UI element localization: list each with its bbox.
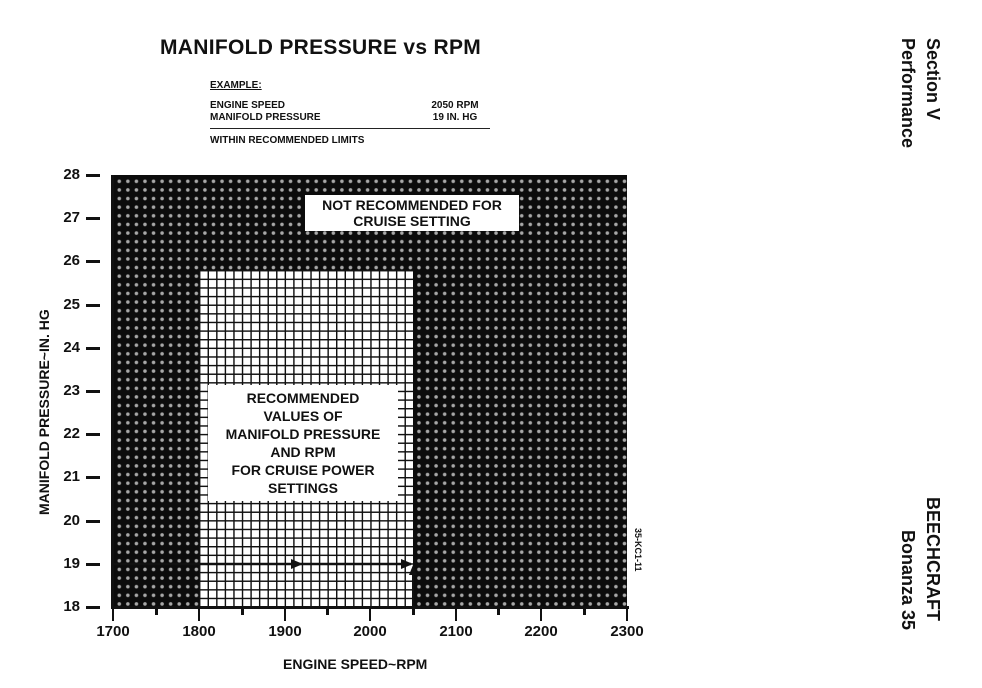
recommended-line: VALUES OF xyxy=(263,408,343,424)
arrow-right-icon xyxy=(401,559,413,569)
y-tick: 28 xyxy=(0,165,100,185)
plot-area: NOT RECOMMENDED FOR CRUISE SETTING RECOM… xyxy=(113,175,627,607)
recommended-line: SETTINGS xyxy=(267,480,338,496)
chart-title: MANIFOLD PRESSURE vs RPM xyxy=(160,36,482,59)
section-name-label: Performance xyxy=(898,38,918,149)
x-tick: 2000 xyxy=(340,607,400,640)
y-axis-line xyxy=(111,175,114,609)
not-recommended-label: NOT RECOMMENDED FOR CRUISE SETTING xyxy=(305,195,519,231)
x-tick: 1800 xyxy=(169,607,229,640)
x-tick: 2100 xyxy=(426,607,486,640)
y-tick: 21 xyxy=(0,467,100,487)
arrow-up-icon xyxy=(409,565,417,575)
x-minor-tick xyxy=(412,607,415,615)
manufacturer-label: BEECHCRAFT xyxy=(923,497,943,621)
example-path xyxy=(113,559,417,607)
y-tick: 20 xyxy=(0,511,100,531)
arrow-right-icon xyxy=(291,559,303,569)
y-tick: 22 xyxy=(0,424,100,444)
example-row-manifold-pressure: MANIFOLD PRESSURE 19 IN. HG xyxy=(210,112,490,124)
x-minor-tick xyxy=(583,607,586,615)
y-tick: 27 xyxy=(0,208,100,228)
example-divider xyxy=(210,128,490,129)
recommended-line: AND RPM xyxy=(270,444,336,460)
example-value: 19 IN. HG xyxy=(432,112,478,123)
x-tick: 1700 xyxy=(83,607,143,640)
example-result: WITHIN RECOMMENDED LIMITS xyxy=(210,135,365,146)
x-tick: 1900 xyxy=(255,607,315,640)
x-tick: 2300 xyxy=(597,607,657,640)
recommended-line: RECOMMENDED xyxy=(246,390,360,406)
example-row-engine-speed: ENGINE SPEED 2050 RPM xyxy=(210,100,490,112)
y-tick: 18 xyxy=(0,597,100,617)
recommended-line: MANIFOLD PRESSURE xyxy=(225,426,381,442)
x-minor-tick xyxy=(241,607,244,615)
recommended-line: FOR CRUISE POWER xyxy=(231,462,375,478)
y-tick: 19 xyxy=(0,554,100,574)
x-axis-label: ENGINE SPEED~RPM xyxy=(283,656,428,672)
x-minor-tick xyxy=(326,607,329,615)
example-block: EXAMPLE: ENGINE SPEED 2050 RPM MANIFOLD … xyxy=(210,80,490,146)
not-recommended-line: NOT RECOMMENDED FOR xyxy=(322,197,502,213)
section-label: Section V xyxy=(923,38,943,121)
x-minor-tick xyxy=(155,607,158,615)
example-label: MANIFOLD PRESSURE xyxy=(210,112,321,123)
y-tick: 26 xyxy=(0,251,100,271)
not-recommended-line: CRUISE SETTING xyxy=(353,213,471,229)
x-tick: 2200 xyxy=(511,607,571,640)
x-minor-tick xyxy=(497,607,500,615)
example-heading: EXAMPLE: xyxy=(210,80,262,91)
y-tick: 24 xyxy=(0,338,100,358)
figure-code: 35-KC1-11 xyxy=(633,528,643,572)
example-label: ENGINE SPEED xyxy=(210,100,286,111)
example-value: 2050 RPM xyxy=(431,100,479,111)
y-tick: 25 xyxy=(0,295,100,315)
model-label: Bonanza 35 xyxy=(898,530,918,631)
y-axis-label: MANIFOLD PRESSURE~IN. HG xyxy=(36,309,52,515)
y-tick: 23 xyxy=(0,381,100,401)
recommended-label: RECOMMENDED VALUES OF MANIFOLD PRESSURE … xyxy=(208,385,398,501)
